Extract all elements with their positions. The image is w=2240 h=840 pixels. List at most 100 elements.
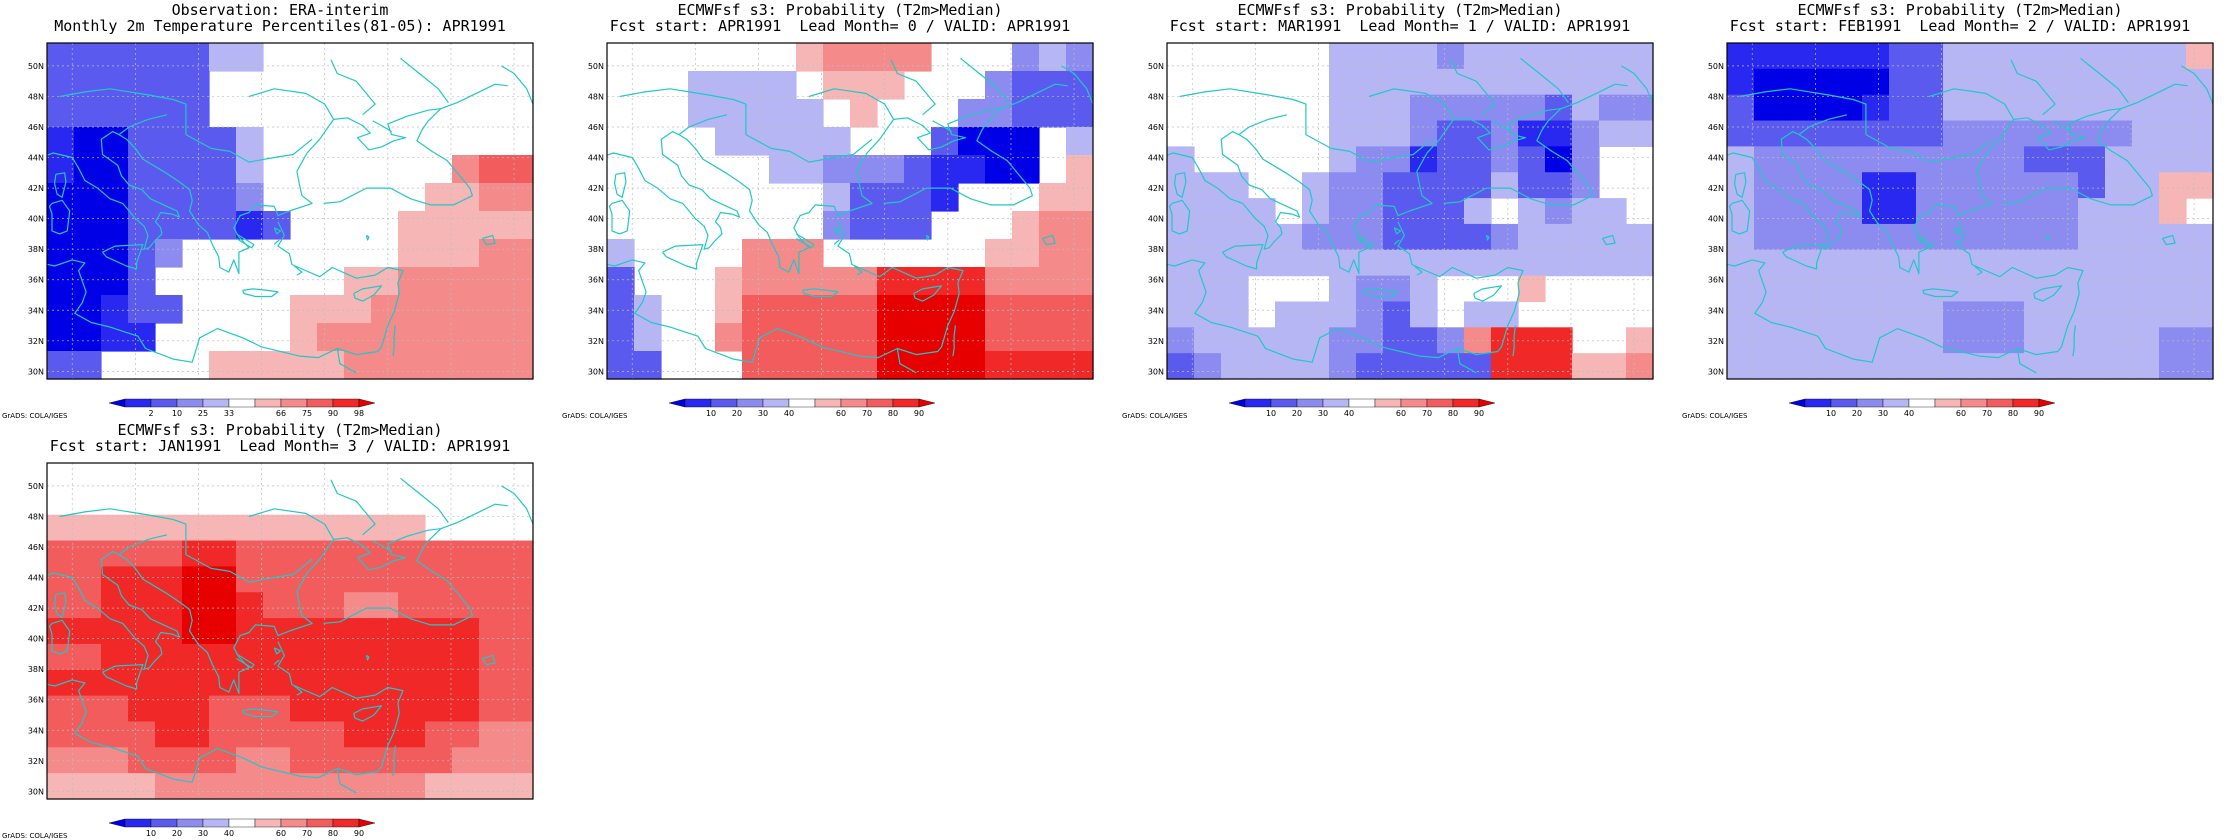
map-cell <box>1727 43 1755 70</box>
map-cell <box>1808 146 1836 173</box>
lat-tick-label: 46N <box>1708 123 1724 132</box>
coastline <box>925 234 930 241</box>
map-cell <box>101 695 129 723</box>
map-cell <box>182 71 210 100</box>
coastline <box>607 221 964 363</box>
map-cell <box>452 643 480 671</box>
colorbar-swatch <box>1244 398 1272 408</box>
map-cell <box>1248 353 1276 380</box>
colorbar-label: 30 <box>1318 409 1328 418</box>
map-cell <box>317 643 345 671</box>
lat-tick-label: 48N <box>1708 92 1724 101</box>
map-cell <box>2159 172 2187 199</box>
coastline <box>802 288 839 298</box>
map-cell <box>1889 198 1917 225</box>
map-cell <box>1066 183 1094 212</box>
coastline <box>1782 244 1824 270</box>
map-cell <box>1410 223 1438 251</box>
map-cell <box>769 71 797 100</box>
map-cell <box>877 295 905 324</box>
colorbar-swatch <box>1934 398 1962 408</box>
colorbar-label: 66 <box>276 409 286 418</box>
map-cell <box>715 127 743 156</box>
colorbar-label: 10 <box>706 409 716 418</box>
map-cell <box>452 592 480 619</box>
map-cell <box>1383 43 1411 70</box>
panel-title: ECMWFsf s3: Probability (T2m>Median) <box>677 1 1003 19</box>
map-cell <box>2105 43 2133 70</box>
map-cell <box>904 351 932 380</box>
map-cell <box>479 618 507 645</box>
colorbar-label: 10 <box>1826 409 1836 418</box>
map-cell <box>1889 43 1917 70</box>
lat-tick-label: 50N <box>1708 62 1724 71</box>
map-cell <box>1491 43 1519 70</box>
map-cell <box>1727 249 1755 277</box>
map-cell <box>398 721 426 748</box>
map-cell <box>101 721 129 748</box>
map-cell <box>823 323 851 352</box>
map-cell <box>317 295 345 324</box>
map-cell <box>371 566 399 593</box>
map-cell <box>877 211 905 240</box>
map-cell <box>479 773 507 800</box>
map-cell <box>47 592 75 619</box>
map-cell <box>128 295 156 324</box>
map-cell <box>2051 275 2079 303</box>
map-cell <box>47 747 75 774</box>
map-cell <box>1066 211 1094 240</box>
map-cell <box>506 773 534 800</box>
map-cell <box>2105 94 2133 122</box>
map-cell <box>1781 94 1809 122</box>
colorbar: 2 10 25 33 66 75 90 98 <box>108 398 376 418</box>
map-cell <box>1066 99 1094 128</box>
map-cell <box>877 43 905 72</box>
colorbar-label: 33 <box>224 409 234 418</box>
map-cell <box>1039 99 1067 128</box>
map-cell <box>1545 94 1573 122</box>
map-cell <box>634 323 662 352</box>
coastline <box>501 485 533 525</box>
map-cell <box>1464 249 1492 277</box>
coastline <box>236 233 255 249</box>
colorbar-swatch <box>1270 398 1298 408</box>
map-cell <box>479 155 507 184</box>
map-cell <box>452 566 480 593</box>
map-cell <box>1356 94 1384 122</box>
map-cell <box>128 514 156 542</box>
map-cell <box>479 211 507 240</box>
coastline <box>336 768 357 794</box>
map-cell <box>985 295 1013 324</box>
colorbar-swatch <box>1830 398 1858 408</box>
map-cell <box>2186 94 2214 122</box>
map-cell <box>985 323 1013 352</box>
map-cell <box>823 43 851 72</box>
map-cell <box>1066 239 1094 268</box>
coastline <box>336 348 357 374</box>
colorbar-swatch <box>1374 398 1402 408</box>
colorbar-label: 2 <box>148 409 153 418</box>
coastline <box>1953 239 1960 245</box>
lat-tick-label: 34N <box>28 726 44 735</box>
map-cell <box>1066 155 1094 184</box>
map-cell <box>452 747 480 774</box>
map-cell <box>1464 146 1492 173</box>
map-cell <box>877 183 905 212</box>
map-cell <box>128 43 156 72</box>
colorbar-swatch <box>1452 398 1480 408</box>
map-cell <box>2186 327 2214 354</box>
map-cell <box>506 267 534 296</box>
map-cell <box>958 99 986 128</box>
coastline <box>248 88 335 120</box>
map-cell <box>425 618 453 645</box>
map-cell <box>1599 353 1627 380</box>
coastline <box>1238 108 1593 275</box>
map-cell <box>2105 146 2133 173</box>
map-cell <box>182 773 210 800</box>
map-cell <box>1194 172 1222 199</box>
colorbar-label: 75 <box>302 409 312 418</box>
map-cell <box>1727 301 1755 328</box>
coastline <box>1974 265 1983 276</box>
map-cell <box>1437 249 1465 277</box>
map-cell <box>850 351 878 380</box>
